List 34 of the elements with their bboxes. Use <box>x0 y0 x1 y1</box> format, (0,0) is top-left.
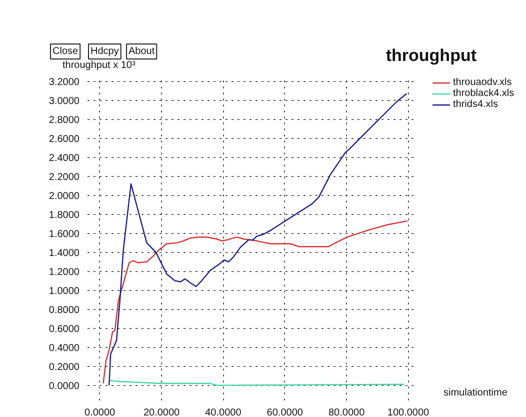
y-axis-title: throughput x 10³ <box>62 60 136 71</box>
y-tick-label: 1.2000 <box>48 266 80 278</box>
y-tick-label: 2.4000 <box>48 152 80 164</box>
x-tick-label: 60.0000 <box>266 408 304 417</box>
legend-label: throuaodv.xls <box>453 77 512 88</box>
y-tick-label: 2.6000 <box>48 134 80 145</box>
x-axis-title: simulationtime <box>444 388 508 399</box>
x-tick-label: 100.0000 <box>387 408 430 417</box>
y-tick-label: 0.6000 <box>48 324 80 335</box>
text: Close <box>52 46 79 57</box>
legend-label: throblack4.xls <box>453 88 514 99</box>
x-tick-label: 0.0000 <box>84 408 116 417</box>
y-tick-label: 3.0000 <box>48 96 80 107</box>
line-series <box>102 220 408 384</box>
x-tick-label: 40.0000 <box>205 408 242 417</box>
text: Hdcpy <box>90 46 119 57</box>
legend-label: thrids4.xls <box>453 99 498 110</box>
y-tick-label: 1.4000 <box>48 248 80 259</box>
y-tick-label: 2.0000 <box>48 190 80 202</box>
y-tick-label: 0.4000 <box>48 342 80 354</box>
y-tick-label: 2.8000 <box>48 114 80 126</box>
chart-title: throughput <box>386 46 477 65</box>
line-series <box>108 93 408 386</box>
y-tick-label: 1.6000 <box>48 228 80 240</box>
y-tick-label: 0.8000 <box>48 304 80 316</box>
y-tick-label: 2.2000 <box>48 172 80 183</box>
x-tick-label: 20.0000 <box>143 408 180 417</box>
y-tick-label: 1.8000 <box>48 210 80 221</box>
y-tick-label: 1.0000 <box>48 286 80 297</box>
x-tick-label: 80.0000 <box>328 408 366 417</box>
y-tick-label: 0.0000 <box>48 380 80 392</box>
text: About <box>128 46 155 57</box>
y-tick-label: 3.2000 <box>48 76 80 88</box>
y-tick-label: 0.2000 <box>48 362 80 373</box>
